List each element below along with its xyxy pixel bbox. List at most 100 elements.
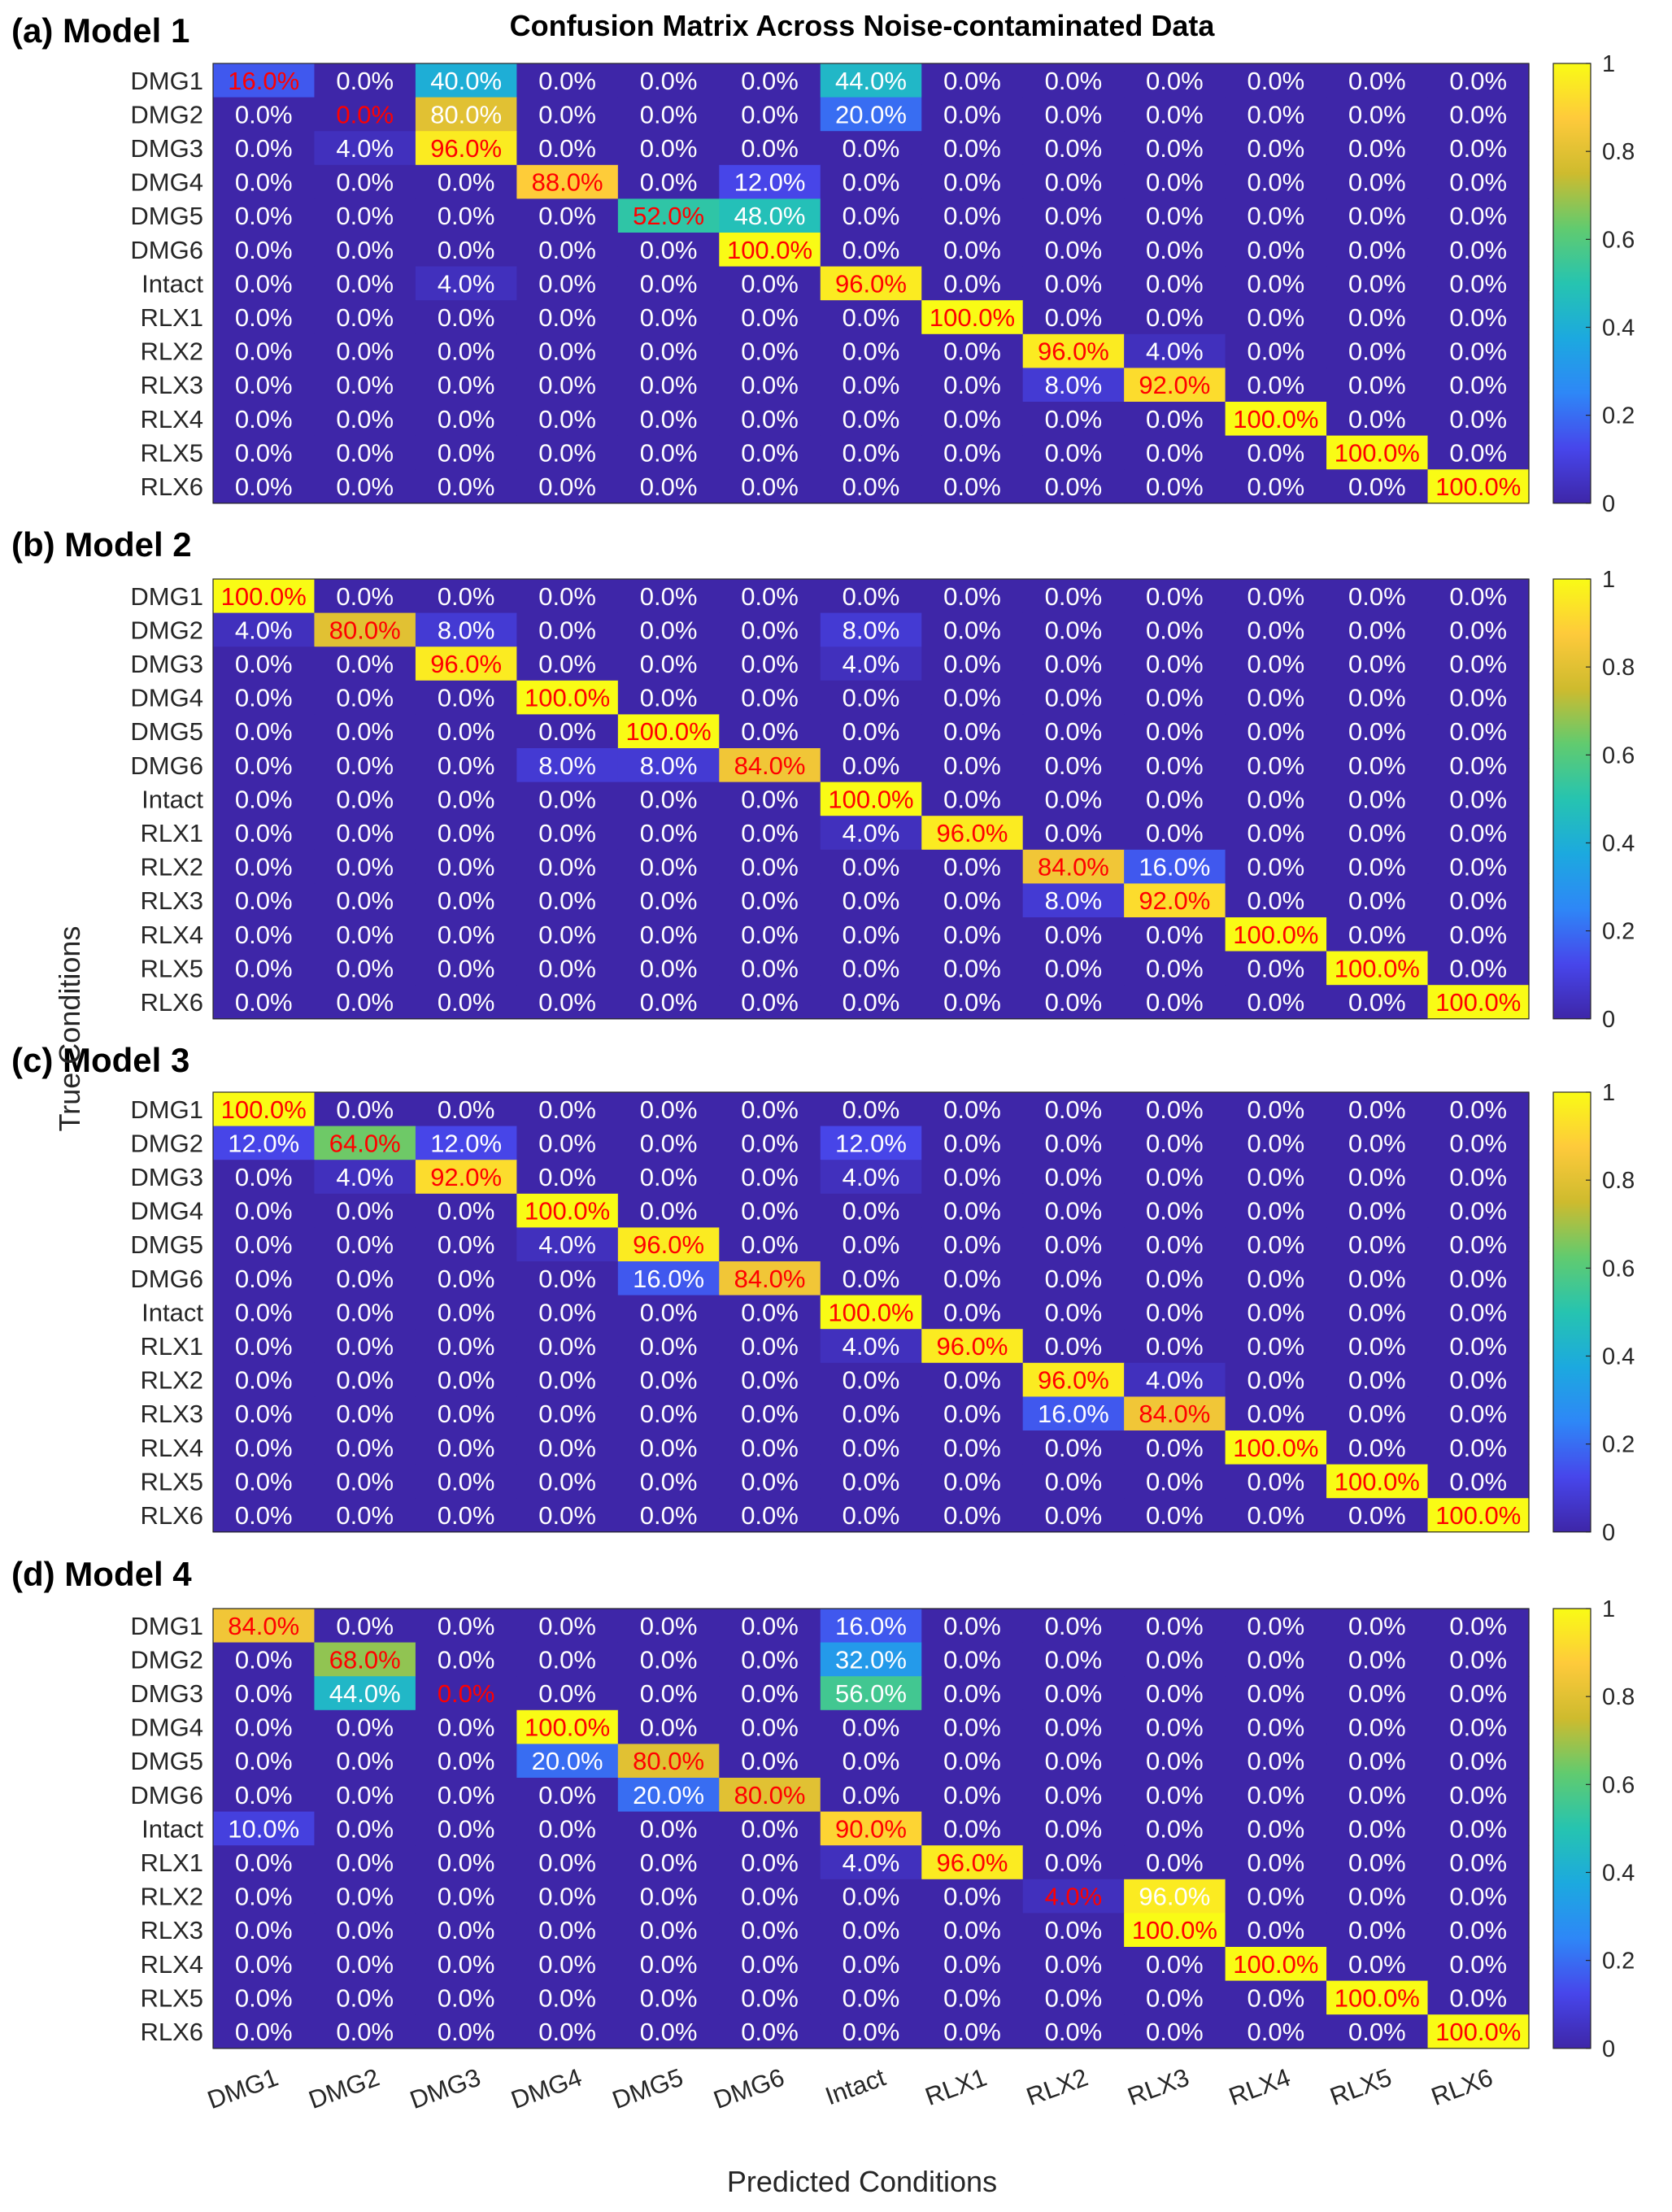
cell-value-label: 0.0% — [336, 438, 394, 467]
cell-value-label: 0.0% — [336, 886, 394, 915]
heatmap-cell — [1326, 1160, 1429, 1195]
cell-value-label: 0.0% — [943, 1950, 1001, 1979]
cell-value-label: 0.0% — [235, 2018, 293, 2046]
cell-value-label: 0.0% — [1348, 1950, 1406, 1979]
cell-value-label: 0.0% — [1449, 717, 1507, 746]
heatmap-cell — [1124, 680, 1226, 715]
cell-value-label: 0.0% — [1045, 684, 1103, 712]
cell-value-label: 0.0% — [1146, 1467, 1204, 1496]
heatmap-cell — [719, 1676, 821, 1711]
cell-value-label: 0.0% — [438, 1983, 495, 2012]
heatmap-cell — [1427, 1396, 1530, 1431]
heatmap-cell — [719, 1879, 821, 1914]
cell-value-label: 0.0% — [1348, 472, 1406, 501]
heatmap-cell — [213, 1498, 316, 1533]
heatmap-cell — [921, 63, 1024, 98]
heatmap-cell — [820, 1642, 922, 1677]
cell-value-label: 0.0% — [538, 1612, 596, 1640]
cell-value-label: 0.0% — [1247, 1848, 1305, 1877]
cell-value-label: 0.0% — [741, 1950, 799, 1979]
cell-value-label: 0.0% — [538, 1916, 596, 1944]
cell-value-label: 0.0% — [1449, 371, 1507, 399]
cell-value-label: 0.0% — [1247, 988, 1305, 1017]
heatmap-cell — [314, 1879, 416, 1914]
cell-value-label: 0.0% — [538, 954, 596, 982]
heatmap-cell — [719, 816, 821, 851]
cell-value-label: 100.0% — [1335, 954, 1420, 982]
cell-value-label: 0.0% — [336, 67, 394, 95]
heatmap-cell — [820, 1676, 922, 1711]
y-tick-label: RLX1 — [140, 819, 203, 847]
cell-value-label: 4.0% — [235, 616, 293, 644]
cell-value-label: 16.0% — [633, 1265, 704, 1293]
cell-value-label: 0.0% — [235, 1298, 293, 1326]
heatmap-cell — [1326, 1845, 1429, 1880]
cell-value-label: 0.0% — [1348, 371, 1406, 399]
colorbar-tick-label: 0.2 — [1602, 919, 1635, 945]
heatmap-cell — [1427, 782, 1530, 816]
heatmap-cell — [314, 1193, 416, 1228]
cell-value-label: 0.0% — [1247, 1814, 1305, 1843]
cell-value-label: 0.0% — [741, 2018, 799, 2046]
heatmap-cell — [1225, 1811, 1327, 1846]
cell-value-label: 0.0% — [1146, 785, 1204, 813]
cell-value-label: 0.0% — [943, 1679, 1001, 1708]
heatmap-cell — [516, 1160, 619, 1195]
cell-value-label: 0.0% — [640, 954, 698, 982]
heatmap-cell — [1326, 579, 1429, 614]
heatmap-cell — [1225, 1845, 1327, 1880]
heatmap-cell — [516, 1362, 619, 1397]
heatmap-cell — [1326, 1498, 1429, 1533]
cell-value-label: 0.0% — [1146, 921, 1204, 949]
cell-value-label: 0.0% — [538, 1983, 596, 2012]
cell-value-label: 0.0% — [640, 1950, 698, 1979]
cell-value-label: 0.0% — [1146, 1163, 1204, 1191]
heatmap-cell — [213, 97, 316, 132]
heatmap-cell — [314, 1329, 416, 1364]
heatmap-cell — [1225, 1126, 1327, 1160]
heatmap-cell — [1326, 951, 1429, 986]
cell-value-label: 0.0% — [438, 684, 495, 712]
cell-value-label: 0.0% — [1247, 1163, 1305, 1191]
cell-value-label: 0.0% — [1146, 954, 1204, 982]
cell-value-label: 0.0% — [1348, 1298, 1406, 1326]
cell-value-label: 0.0% — [640, 1814, 698, 1843]
cell-value-label: 0.0% — [1146, 1983, 1204, 2012]
cell-value-label: 0.0% — [235, 438, 293, 467]
cell-value-label: 0.0% — [1045, 1129, 1103, 1157]
heatmap-cell — [1326, 1676, 1429, 1711]
cell-value-label: 0.0% — [943, 100, 1001, 128]
cell-value-label: 4.0% — [843, 1332, 900, 1361]
heatmap-cell — [820, 1609, 922, 1644]
cell-value-label: 0.0% — [1146, 236, 1204, 264]
heatmap-cell — [921, 917, 1024, 952]
heatmap-cell — [1225, 612, 1327, 647]
heatmap-cell — [1124, 748, 1226, 783]
heatmap-cell — [1022, 1227, 1125, 1262]
heatmap-cell — [1326, 1430, 1429, 1465]
heatmap-cell — [1022, 402, 1125, 437]
heatmap-cell — [1022, 816, 1125, 851]
cell-value-label: 90.0% — [835, 1814, 907, 1843]
heatmap-cell — [516, 1778, 619, 1813]
heatmap-cell — [921, 198, 1024, 233]
heatmap-cell — [820, 680, 922, 715]
cell-value-label: 0.0% — [1247, 202, 1305, 230]
cell-value-label: 0.0% — [538, 472, 596, 501]
y-tick-label: RLX5 — [140, 1467, 203, 1496]
y-tick-label: DMG2 — [130, 1645, 203, 1674]
cell-value-label: 0.0% — [438, 1434, 495, 1462]
heatmap-cell — [1124, 917, 1226, 952]
heatmap-cell — [1225, 233, 1327, 268]
heatmap-cell — [1427, 1498, 1530, 1533]
heatmap-cell — [1326, 300, 1429, 335]
heatmap-cell — [314, 97, 416, 132]
cell-value-label: 0.0% — [1449, 1298, 1507, 1326]
cell-value-label: 0.0% — [741, 269, 799, 298]
cell-value-label: 0.0% — [1247, 1265, 1305, 1293]
heatmap-cell — [1427, 333, 1530, 368]
heatmap-cell — [1225, 1329, 1327, 1364]
panel-2-label: (b) Model 2 — [11, 525, 192, 564]
cell-value-label: 0.0% — [741, 1713, 799, 1742]
cell-value-label: 0.0% — [438, 582, 495, 611]
